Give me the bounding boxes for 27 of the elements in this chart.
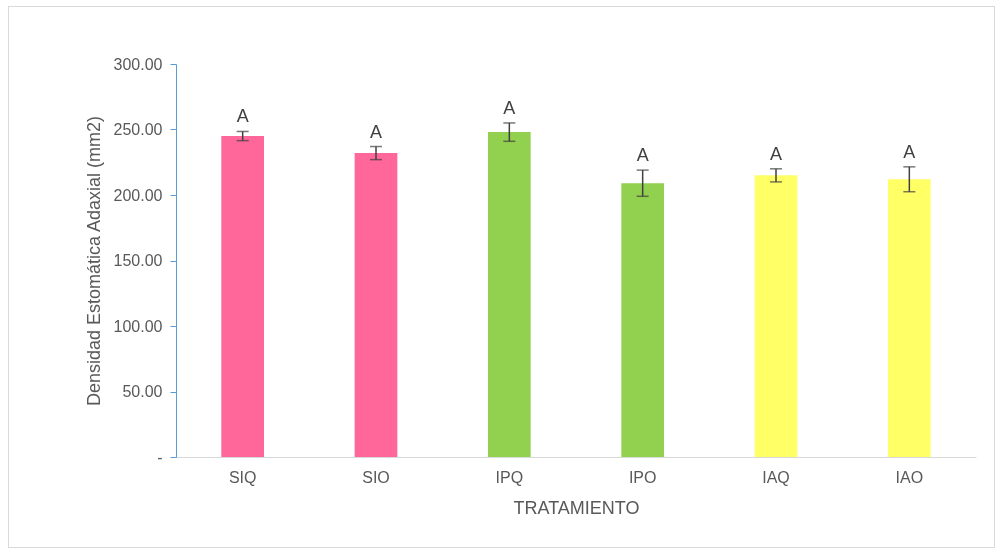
bar	[754, 175, 798, 457]
annotation: A	[369, 121, 383, 142]
x-axis-title: TRATAMIENTO	[513, 497, 640, 518]
y-tick-label: 100.00	[113, 317, 163, 335]
bar	[888, 179, 931, 457]
y-axis-title: Densidad Estomática Adaxial (mm2)	[83, 115, 104, 407]
y-tick-label: 250.00	[113, 121, 163, 138]
bar	[354, 153, 398, 457]
bar	[488, 132, 531, 457]
annotation: A	[769, 143, 783, 164]
y-tick-label: 200.00	[113, 186, 163, 204]
x-tick-label: SIQ	[228, 468, 257, 486]
x-tick-label: SIO	[362, 468, 390, 486]
x-tick-label: IPO	[628, 468, 657, 486]
y-tick-label: 50.00	[122, 383, 163, 400]
x-tick-label: IPQ	[495, 468, 524, 486]
annotation: A	[636, 145, 649, 166]
bar	[621, 183, 664, 457]
annotation: A	[903, 141, 916, 162]
annotation: A	[503, 97, 516, 118]
x-tick-label: IAQ	[762, 468, 790, 486]
bar	[221, 136, 264, 457]
annotation: A	[236, 106, 249, 127]
y-tick-label: 300.00	[113, 55, 163, 73]
y-tick-label: -	[157, 448, 163, 466]
x-tick-label: IAO	[895, 468, 924, 486]
y-tick-label: 150.00	[113, 252, 163, 269]
